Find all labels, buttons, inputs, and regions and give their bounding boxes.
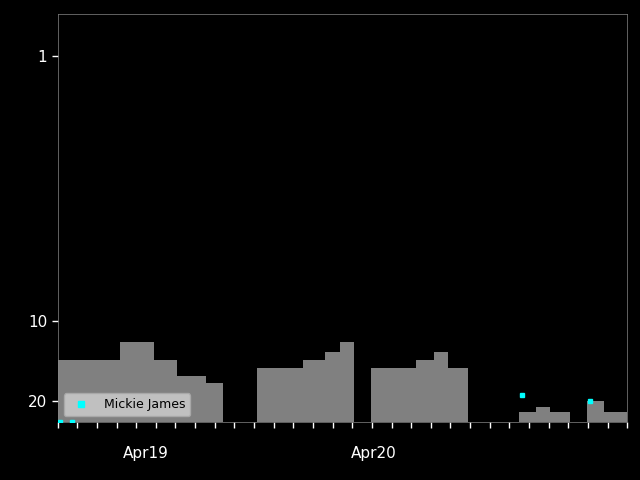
Bar: [417, 360, 433, 422]
Bar: [325, 352, 340, 422]
Bar: [550, 412, 570, 422]
Legend: Mickie James: Mickie James: [64, 393, 190, 416]
Bar: [371, 368, 417, 422]
Bar: [120, 342, 154, 422]
Text: Apr20: Apr20: [351, 446, 397, 461]
Bar: [154, 360, 177, 422]
Bar: [257, 368, 303, 422]
Bar: [519, 412, 536, 422]
Bar: [536, 407, 550, 422]
Bar: [433, 352, 448, 422]
Bar: [177, 375, 205, 422]
Bar: [303, 360, 325, 422]
Bar: [205, 383, 223, 422]
Text: Apr19: Apr19: [123, 446, 169, 461]
Bar: [604, 412, 627, 422]
Bar: [448, 368, 468, 422]
Bar: [588, 401, 604, 422]
Bar: [340, 342, 354, 422]
Bar: [58, 360, 120, 422]
